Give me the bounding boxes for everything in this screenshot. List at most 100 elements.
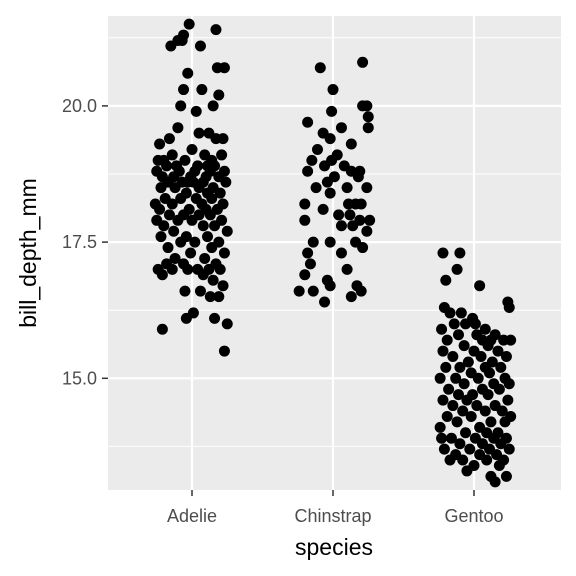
data-point [302,116,314,128]
data-point [465,410,477,422]
data-point [458,340,470,352]
data-point [154,138,166,150]
data-point [158,220,170,232]
data-point [454,247,466,259]
data-point [166,198,178,210]
data-point [493,383,505,395]
data-point [361,182,373,194]
data-point [161,160,173,172]
data-point [221,225,233,237]
data-point [489,476,501,488]
data-point [454,361,466,373]
data-point [155,182,167,194]
data-point [362,122,374,134]
data-point [175,100,187,112]
data-point [299,214,311,226]
data-point [461,465,473,477]
x-tick-label: Gentoo [444,506,503,526]
data-point [172,214,184,226]
data-point [440,361,452,373]
y-tick-label: 15.0 [62,368,97,388]
data-point [186,143,198,155]
data-point [199,252,211,264]
data-point [206,242,218,254]
y-axis: 15.0 17.5 20.0 [62,96,108,388]
data-point [221,318,233,330]
data-point [216,149,228,161]
data-point [471,400,483,412]
data-points [149,18,517,488]
data-point [169,252,181,264]
data-point [469,318,481,330]
data-point [197,269,209,281]
data-point [176,35,188,47]
data-point [193,182,205,194]
data-point [485,416,497,428]
data-point [444,454,456,466]
data-point [220,176,232,188]
data-point [462,356,474,368]
data-point [335,247,347,259]
data-point [217,133,229,145]
data-point [179,154,191,166]
data-point [362,111,374,123]
data-point [311,143,323,155]
data-point [448,318,460,330]
data-point [474,280,486,292]
data-point [464,443,476,455]
data-point [197,220,209,232]
data-point [434,372,446,384]
data-point [204,291,216,303]
data-point [479,323,491,335]
data-point [319,160,331,172]
data-point [202,231,214,243]
data-point [218,345,230,357]
data-point [179,285,191,297]
data-point [306,154,318,166]
data-point [481,454,493,466]
data-point [302,247,314,259]
data-point [190,105,202,117]
y-tick-label: 17.5 [62,232,97,252]
data-point [345,138,357,150]
data-point [324,236,336,248]
data-point [500,351,512,363]
data-point [165,40,177,52]
data-point [209,220,221,232]
data-point [484,367,496,379]
data-point [194,40,206,52]
data-point [352,171,364,183]
data-point [341,182,353,194]
data-point [182,67,194,79]
data-point [341,263,353,275]
x-axis: Adelie Chinstrap Gentoo [167,490,504,526]
data-point [500,470,512,482]
x-tick-label: Adelie [167,506,217,526]
data-point [319,296,331,308]
data-point [321,176,333,188]
data-point [345,291,357,303]
data-point [505,334,517,346]
data-point [327,84,339,96]
data-point [452,389,464,401]
data-point [451,263,463,275]
data-point [333,209,345,221]
data-point [357,56,369,68]
data-point [455,307,467,319]
data-point [194,285,206,297]
data-point [502,394,514,406]
data-point [458,378,470,390]
data-point [193,127,205,139]
data-point [472,372,484,384]
data-point [335,122,347,134]
data-point [460,427,472,439]
data-point [347,220,359,232]
data-point [214,263,226,275]
data-point [183,18,195,30]
data-point [444,307,456,319]
data-point [324,133,336,145]
data-point [475,351,487,363]
data-point [307,285,319,297]
data-point [437,394,449,406]
data-point [436,432,448,444]
